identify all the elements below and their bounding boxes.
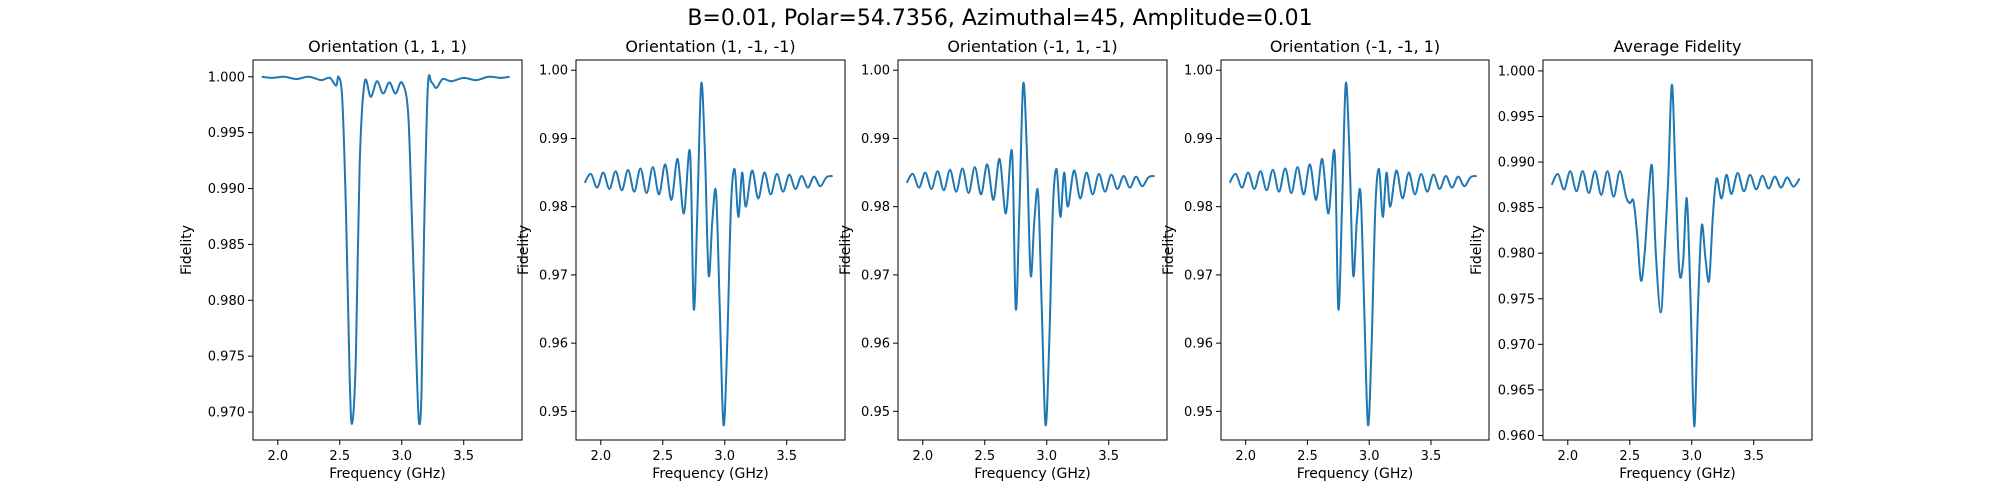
fidelity-line [583, 81, 833, 427]
y-tick-label: 1.00 [539, 64, 568, 79]
fidelity-line [1228, 81, 1477, 427]
x-tick-label: 2.5 [1297, 449, 1318, 464]
figure-suptitle: B=0.01, Polar=54.7356, Azimuthal=45, Amp… [687, 6, 1313, 31]
x-tick-label: 2.0 [590, 449, 611, 464]
x-tick-label: 3.0 [1036, 449, 1057, 464]
subplot-title: Orientation (-1, -1, 1) [1270, 37, 1440, 56]
subplot-title: Average Fidelity [1614, 37, 1742, 56]
x-axis-label: Frequency (GHz) [1619, 466, 1735, 482]
y-tick-label: 0.995 [1498, 110, 1535, 125]
y-tick-label: 0.97 [539, 268, 568, 283]
y-tick-label: 0.95 [861, 405, 890, 420]
y-tick-label: 1.000 [1498, 64, 1535, 79]
y-tick-label: 0.970 [1498, 338, 1535, 353]
y-tick-label: 0.98 [539, 200, 568, 215]
x-tick-label: 3.5 [1421, 449, 1442, 464]
y-axis-label: Fidelity [1469, 225, 1485, 275]
y-tick-label: 0.95 [539, 405, 568, 420]
y-tick-label: 0.975 [1498, 292, 1535, 307]
y-tick-label: 1.00 [861, 64, 890, 79]
plot-frame [897, 59, 1168, 441]
y-axis-label: Fidelity [838, 225, 854, 275]
plot-frame [1542, 59, 1813, 441]
y-tick-label: 1.000 [208, 70, 245, 85]
plot-frame [575, 59, 846, 441]
subplot-4: Orientation (-1, -1, 1) 2.0 2.5 3.0 3.5 0.95 0… [1161, 37, 1490, 482]
y-tick-label: 0.97 [1184, 268, 1213, 283]
x-axis-label: Frequency (GHz) [1297, 466, 1413, 482]
x-axis-label: Frequency (GHz) [652, 466, 768, 482]
y-tick-label: 0.985 [208, 238, 245, 253]
y-tick-label: 0.99 [861, 132, 890, 147]
y-tick-label: 0.980 [208, 294, 245, 309]
subplot-2: Orientation (1, -1, -1) 2.0 2.5 3.0 3.5 0.95 0… [516, 37, 846, 482]
y-axis-label: Fidelity [1161, 225, 1177, 275]
y-tick-label: 0.99 [539, 132, 568, 147]
plot-frame [252, 59, 523, 441]
y-tick-label: 0.96 [539, 337, 568, 352]
y-tick-label: 0.970 [208, 406, 245, 421]
x-tick-label: 2.0 [1235, 449, 1256, 464]
x-tick-label: 2.5 [974, 449, 995, 464]
y-tick-label: 0.975 [208, 350, 245, 365]
x-tick-label: 3.5 [776, 449, 797, 464]
subplot-title: Orientation (-1, 1, -1) [947, 37, 1117, 56]
y-axis-label: Fidelity [516, 225, 532, 275]
x-tick-label: 3.0 [1359, 449, 1380, 464]
fidelity-line [905, 81, 1155, 427]
x-tick-label: 2.5 [329, 449, 350, 464]
x-tick-label: 3.5 [1743, 449, 1764, 464]
y-axis-label: Fidelity [179, 225, 195, 275]
plot-frame [1220, 59, 1490, 441]
subplot-3: Orientation (-1, 1, -1) 2.0 2.5 3.0 3.5 0.95 0… [838, 37, 1168, 482]
y-tick-label: 0.96 [861, 337, 890, 352]
y-tick-label: 0.960 [1498, 429, 1535, 444]
y-tick-label: 0.990 [1498, 156, 1535, 171]
x-tick-label: 3.0 [714, 449, 735, 464]
x-tick-label: 3.5 [453, 449, 474, 464]
y-tick-label: 0.985 [1498, 201, 1535, 216]
subplot-1: Orientation (1, 1, 1) 2.0 2.5 3.0 3.5 0.970 0.… [179, 37, 523, 482]
x-tick-label: 3.0 [391, 449, 412, 464]
x-tick-label: 2.0 [267, 449, 288, 464]
y-tick-label: 0.990 [208, 182, 245, 197]
x-tick-label: 2.5 [652, 449, 673, 464]
x-axis-label: Frequency (GHz) [974, 466, 1090, 482]
x-tick-label: 3.0 [1681, 449, 1702, 464]
x-tick-label: 2.5 [1619, 449, 1640, 464]
y-tick-label: 0.995 [208, 126, 245, 141]
y-tick-label: 0.98 [1184, 200, 1213, 215]
y-tick-label: 0.99 [1184, 132, 1213, 147]
x-tick-label: 2.0 [912, 449, 933, 464]
subplot-title: Orientation (1, 1, 1) [308, 37, 467, 56]
y-tick-label: 0.96 [1184, 337, 1213, 352]
y-tick-label: 0.965 [1498, 383, 1535, 398]
y-tick-label: 0.97 [861, 268, 890, 283]
y-tick-label: 0.98 [861, 200, 890, 215]
fidelity-line [261, 74, 510, 426]
y-tick-label: 0.980 [1498, 247, 1535, 262]
x-axis-label: Frequency (GHz) [329, 466, 445, 482]
x-tick-label: 3.5 [1098, 449, 1119, 464]
subplot-5: Average Fidelity 2.0 2.5 3.0 3.5 0.960 0.965 0.… [1469, 37, 1813, 482]
subplot-title: Orientation (1, -1, -1) [625, 37, 795, 56]
fidelity-line [1550, 83, 1801, 428]
y-tick-label: 0.95 [1184, 405, 1213, 420]
y-tick-label: 1.00 [1184, 64, 1213, 79]
x-tick-label: 2.0 [1557, 449, 1578, 464]
